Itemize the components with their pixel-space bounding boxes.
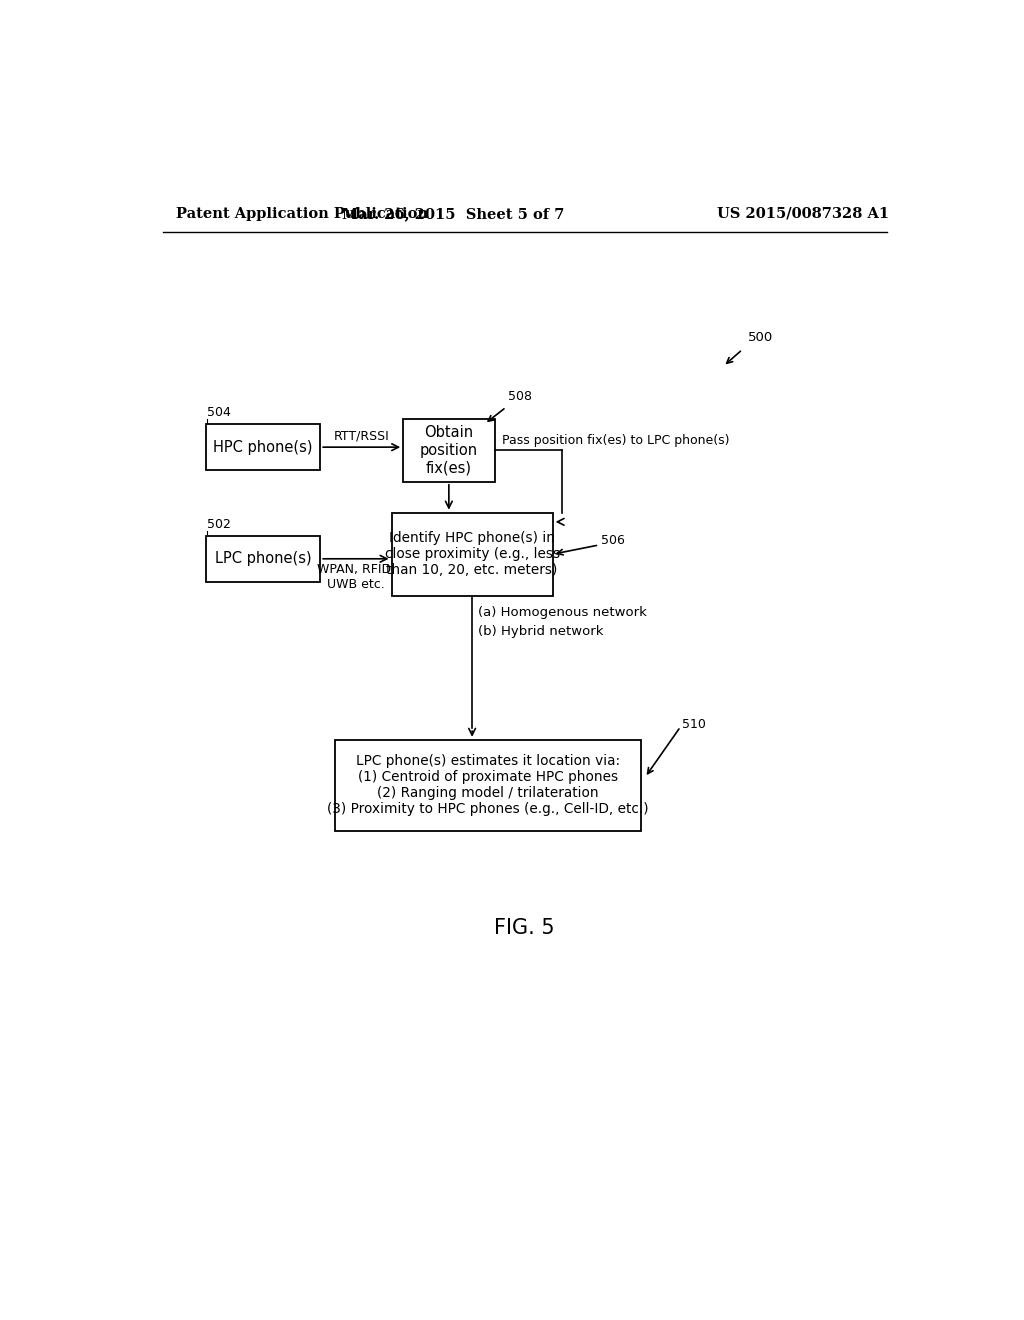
Text: LPC phone(s) estimates it location via:
(1) Centroid of proximate HPC phones
(2): LPC phone(s) estimates it location via: … — [328, 754, 649, 817]
Text: (b) Hybrid network: (b) Hybrid network — [478, 624, 604, 638]
Bar — [206, 536, 321, 582]
Text: 504: 504 — [207, 407, 231, 420]
Text: 506: 506 — [601, 533, 625, 546]
Text: Mar. 26, 2015  Sheet 5 of 7: Mar. 26, 2015 Sheet 5 of 7 — [342, 207, 564, 220]
Text: (a) Homogenous network: (a) Homogenous network — [478, 606, 647, 619]
Text: 500: 500 — [748, 330, 773, 343]
Text: HPC phone(s): HPC phone(s) — [213, 440, 312, 454]
Bar — [403, 418, 495, 482]
Bar — [391, 512, 553, 595]
Text: Obtain
position
fix(es): Obtain position fix(es) — [420, 425, 478, 475]
Text: RTT/RSSI: RTT/RSSI — [334, 429, 389, 442]
Text: Pass position fix(es) to LPC phone(s): Pass position fix(es) to LPC phone(s) — [503, 434, 730, 447]
Text: FIG. 5: FIG. 5 — [495, 919, 555, 939]
Bar — [206, 424, 321, 470]
Text: 502: 502 — [207, 517, 231, 531]
Text: Patent Application Publication: Patent Application Publication — [176, 207, 428, 220]
Bar — [335, 739, 641, 830]
Text: Identify HPC phone(s) in
close proximity (e.g., less
than 10, 20, etc. meters): Identify HPC phone(s) in close proximity… — [385, 531, 560, 577]
Text: 508: 508 — [508, 391, 531, 404]
Text: 510: 510 — [682, 718, 706, 731]
Text: LPC phone(s): LPC phone(s) — [215, 552, 311, 566]
Text: US 2015/0087328 A1: US 2015/0087328 A1 — [717, 207, 889, 220]
Text: WPAN, RFID,
UWB etc.: WPAN, RFID, UWB etc. — [316, 564, 395, 591]
